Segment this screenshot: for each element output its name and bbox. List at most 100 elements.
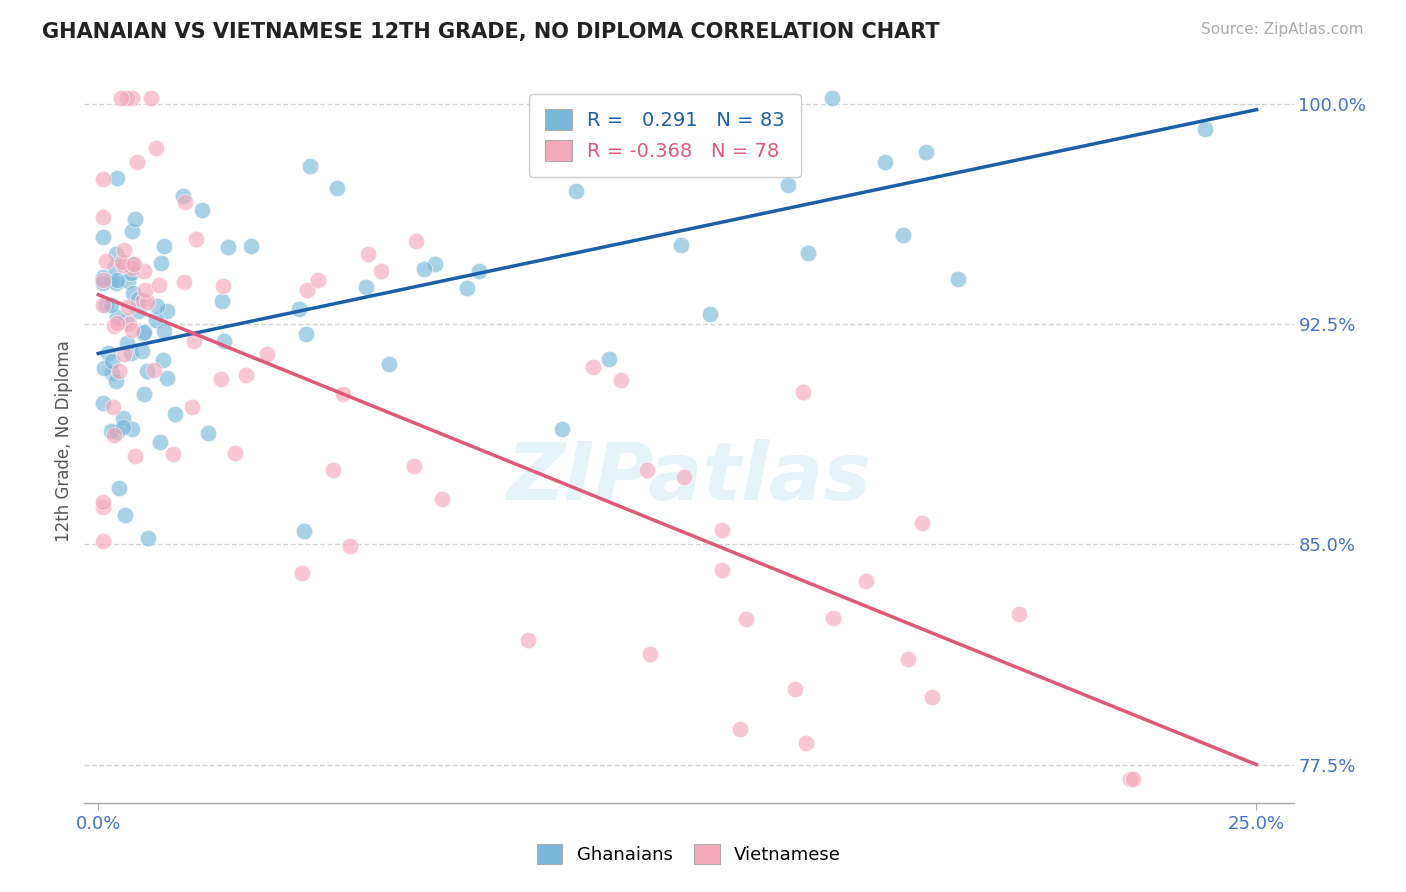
Point (191, 203, 214, 218)
Point (211, 294, 233, 309)
Point (256, 346, 278, 360)
Point (921, 690, 943, 704)
Point (405, 235, 427, 249)
Point (107, 310, 129, 325)
Point (794, 735, 817, 749)
Point (121, 224, 143, 238)
Point (897, 652, 920, 666)
Point (127, 304, 149, 318)
Point (673, 469, 696, 483)
Point (377, 358, 399, 372)
Point (699, 307, 721, 321)
Point (156, 304, 179, 318)
Point (669, 238, 692, 252)
Point (294, 327, 316, 342)
Point (332, 387, 354, 401)
Point (117, 335, 139, 350)
Point (134, 283, 156, 297)
Point (217, 240, 239, 254)
Point (91, 500, 114, 514)
Point (354, 280, 377, 294)
Point (783, 682, 806, 697)
Point (146, 299, 169, 313)
Point (105, 316, 128, 330)
Point (370, 263, 392, 277)
Point (115, 91, 138, 105)
Point (131, 344, 153, 359)
Point (224, 446, 246, 460)
Point (172, 189, 194, 203)
Point (118, 317, 141, 331)
Point (197, 425, 219, 440)
Text: ZIPatlas: ZIPatlas (506, 439, 872, 516)
Point (174, 194, 197, 209)
Point (103, 319, 125, 334)
Point (122, 286, 145, 301)
Point (145, 312, 167, 326)
Point (101, 354, 124, 368)
Point (875, 155, 897, 169)
Point (211, 278, 233, 293)
Point (105, 276, 128, 290)
Point (91, 298, 114, 312)
Point (212, 334, 235, 349)
Point (149, 435, 172, 450)
Point (357, 247, 380, 261)
Point (132, 293, 155, 307)
Point (610, 373, 633, 387)
Point (891, 227, 914, 242)
Point (551, 422, 574, 436)
Point (127, 155, 149, 169)
Point (91, 396, 114, 410)
Point (105, 171, 128, 186)
Point (156, 371, 179, 385)
Point (797, 246, 820, 260)
Point (456, 281, 478, 295)
Point (103, 428, 125, 442)
Point (91, 534, 114, 549)
Point (96, 253, 118, 268)
Point (148, 278, 170, 293)
Point (91, 495, 114, 509)
Point (121, 257, 143, 271)
Point (91, 276, 114, 290)
Point (235, 368, 257, 382)
Point (582, 359, 605, 374)
Point (107, 481, 129, 495)
Point (91, 272, 114, 286)
Point (152, 239, 174, 253)
Point (104, 260, 127, 274)
Point (184, 232, 207, 246)
Point (730, 722, 752, 736)
Point (122, 257, 145, 271)
Point (132, 326, 155, 340)
Point (120, 346, 142, 360)
Point (132, 387, 155, 401)
Point (295, 283, 318, 297)
Point (413, 262, 436, 277)
Point (298, 159, 321, 173)
Text: GHANAIAN VS VIETNAMESE 12TH GRADE, NO DIPLOMA CORRELATION CHART: GHANAIAN VS VIETNAMESE 12TH GRADE, NO DI… (42, 22, 939, 42)
Point (821, 610, 844, 624)
Point (183, 334, 205, 348)
Point (149, 256, 172, 270)
Point (121, 323, 143, 337)
Point (425, 257, 447, 271)
Point (636, 463, 658, 477)
Point (181, 401, 204, 415)
Point (564, 184, 586, 198)
Point (110, 91, 132, 105)
Point (105, 247, 128, 261)
Point (127, 292, 149, 306)
Point (139, 91, 162, 105)
Point (1194, 121, 1216, 136)
Point (136, 531, 159, 545)
Point (911, 516, 934, 530)
Point (339, 539, 361, 553)
Y-axis label: 12th Grade, No Diploma: 12th Grade, No Diploma (55, 341, 73, 542)
Point (117, 300, 139, 314)
Point (209, 371, 232, 385)
Legend: Ghanaians, Vietnamese: Ghanaians, Vietnamese (529, 835, 849, 873)
Point (136, 295, 159, 310)
Point (91, 230, 114, 244)
